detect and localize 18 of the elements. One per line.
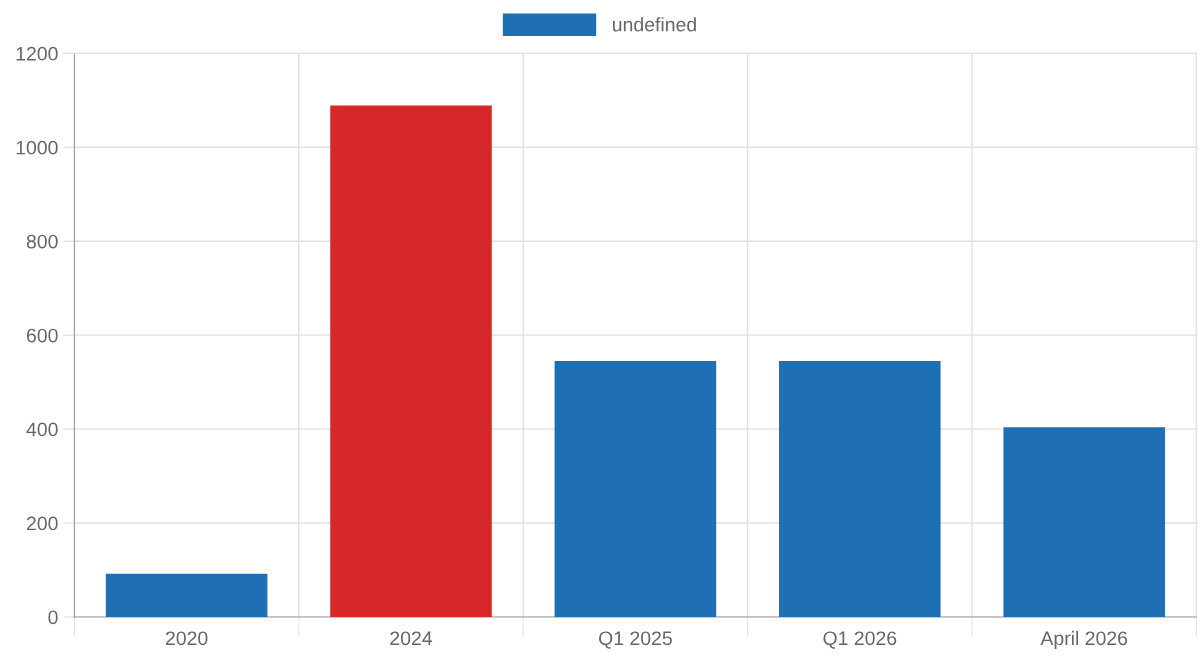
y-tick-label: 0 [48, 610, 58, 625]
x-tick-label: April 2026 [1040, 630, 1128, 649]
x-tick-label: Q1 2025 [599, 631, 672, 649]
x-tick-label: Q1 2026 [823, 631, 897, 649]
bar [554, 361, 717, 617]
y-tick-label: 1000 [16, 140, 58, 155]
y-tick-label: 600 [26, 328, 58, 343]
x-tick-label: 2020 [165, 631, 208, 646]
bar [1003, 427, 1165, 617]
bar [105, 573, 268, 617]
y-tick-label: 1200 [16, 46, 58, 61]
y-tick-label: 200 [26, 516, 58, 531]
x-tick-label: 2024 [390, 631, 433, 646]
bar [779, 361, 941, 617]
bar [330, 105, 492, 617]
y-tick-label: 800 [26, 234, 58, 249]
legend-label: undefined [613, 17, 696, 32]
y-tick-label: 400 [26, 422, 58, 437]
